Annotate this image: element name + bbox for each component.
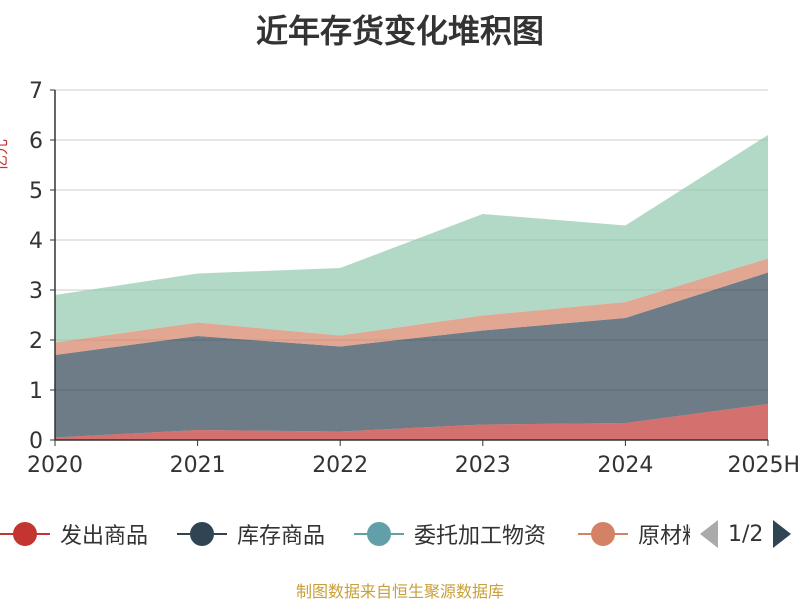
legend-item-weituo[interactable]: 委托加工物资 — [354, 514, 546, 554]
x-tick-label: 2020 — [27, 453, 83, 478]
legend-swatch-icon — [578, 522, 628, 546]
axes: 0 1 2 3 4 5 6 7 2020 2021 2022 2023 2024 2025H — [27, 79, 800, 478]
legend-label: 发出商品 — [60, 524, 149, 549]
x-tick-label: 2021 — [170, 453, 226, 478]
legend-page-indicator: 1/2 — [728, 521, 764, 547]
area-series-1 — [55, 272, 768, 438]
y-axis-label: 亿元 — [0, 139, 10, 171]
x-tick-label: 2023 — [455, 453, 511, 478]
chevron-left-icon[interactable] — [700, 520, 718, 548]
x-tick-label: 2022 — [312, 453, 368, 478]
y-tick-label: 7 — [29, 79, 43, 104]
data-source-note: 制图数据来自恒生聚源数据库 — [295, 582, 504, 601]
legend-item-yuancailiao[interactable]: 原材料 — [578, 514, 690, 554]
legend-pager: 1/2 — [700, 514, 792, 554]
legend-item-kucun[interactable]: 库存商品 — [177, 514, 325, 554]
y-tick-label: 0 — [29, 429, 43, 454]
y-tick-label: 2 — [29, 329, 43, 354]
y-tick-label: 4 — [29, 229, 43, 254]
legend: 发出商品 库存商品 委托加工物资 原材料 — [0, 514, 690, 554]
area-series-4 — [55, 135, 768, 343]
legend-label: 库存商品 — [237, 524, 326, 549]
y-tick-label: 1 — [29, 379, 43, 404]
legend-swatch-icon — [177, 522, 227, 546]
legend-swatch-icon — [0, 522, 50, 546]
legend-item-fachu[interactable]: 发出商品 — [0, 514, 148, 554]
legend-label: 原材料 — [638, 524, 690, 549]
y-tick-label: 6 — [29, 129, 43, 154]
chevron-right-icon[interactable] — [773, 520, 792, 548]
area-series-0 — [55, 404, 768, 440]
x-tick-label: 2025H — [727, 453, 800, 478]
y-tick-label: 5 — [29, 179, 43, 204]
x-tick-label: 2024 — [597, 453, 653, 478]
legend-swatch-icon — [354, 522, 404, 546]
legend-label: 委托加工物资 — [414, 524, 547, 549]
area-series — [55, 135, 768, 440]
chart-title: 近年存货变化堆积图 — [255, 12, 544, 50]
area-series-3 — [55, 258, 768, 355]
y-tick-label: 3 — [29, 279, 43, 304]
